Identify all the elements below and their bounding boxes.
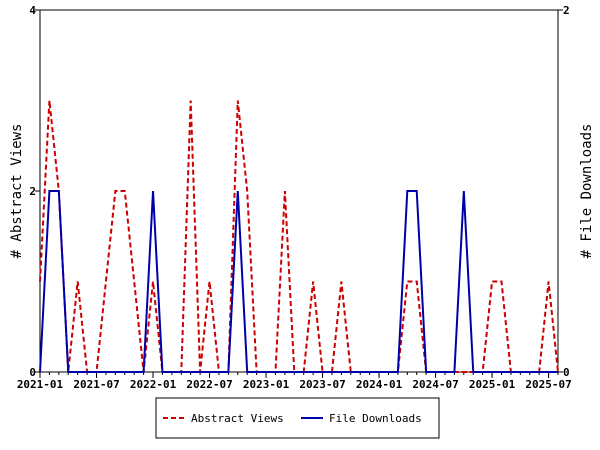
x-tick-label: 2023-07: [299, 378, 345, 391]
x-tick-label: 2021-07: [73, 378, 119, 391]
x-tick-label: 2024-01: [356, 378, 403, 391]
x-tick-label: 2023-01: [243, 378, 290, 391]
x-tick-label: 2022-07: [186, 378, 232, 391]
y2-axis-label: # File Downloads: [579, 124, 595, 259]
legend-box: [155, 397, 440, 439]
plot-frame: [39, 9, 559, 373]
x-tick-label: 2024-07: [412, 378, 458, 391]
series-line: [39, 190, 558, 373]
series-line: [39, 100, 559, 373]
legend-label: Abstract Views: [191, 412, 284, 425]
x-tick-label: 2025-07: [525, 378, 571, 391]
y-tick-label: 4: [29, 4, 36, 17]
legend-label: File Downloads: [329, 412, 422, 425]
y-tick-label: 0: [29, 366, 36, 379]
y-axis-label: # Abstract Views: [9, 124, 25, 259]
y2-tick-label: 2: [563, 4, 570, 17]
y2-tick-label: 0: [563, 366, 570, 379]
x-tick-label: 2021-01: [17, 378, 64, 391]
x-tick-label: 2025-01: [469, 378, 516, 391]
y-tick-label: 2: [29, 185, 36, 198]
x-tick-label: 2022-01: [130, 378, 177, 391]
